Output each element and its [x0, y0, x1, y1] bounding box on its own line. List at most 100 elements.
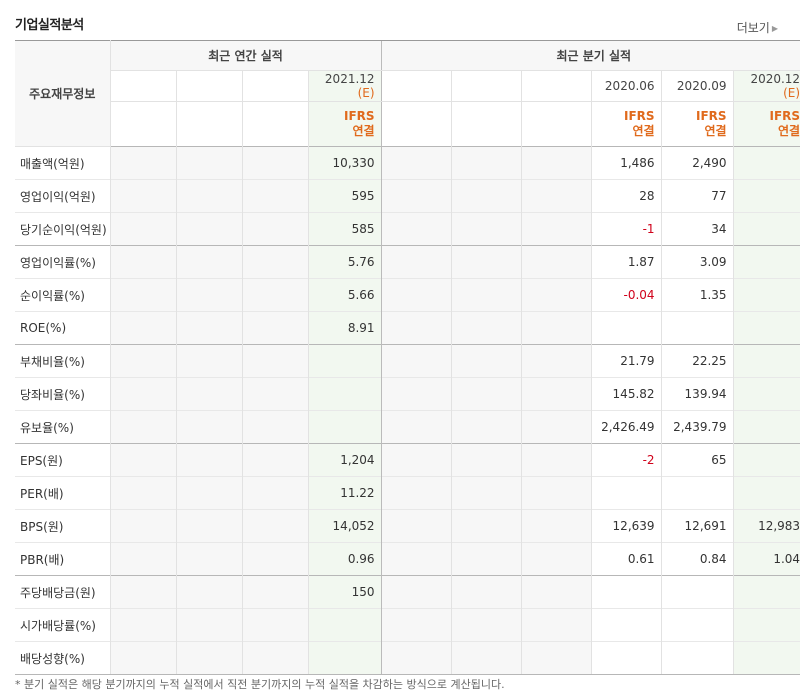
quarter-value-cell: 145.82 [590, 377, 662, 411]
table-row: BPS(원) 14,052 12,639 12,691 12,983 [15, 509, 800, 543]
annual-value-cell [110, 575, 176, 609]
quarter-value-cell [732, 344, 800, 378]
quarter-value-cell: 12,691 [660, 509, 734, 543]
quarter-value-cell [732, 575, 800, 609]
quarter-value-cell [380, 344, 452, 378]
quarter-value-cell [732, 410, 800, 444]
annual-value-cell [175, 311, 242, 345]
quarter-value-cell [450, 410, 522, 444]
quarter-header: 최근 분기 실적 [380, 40, 800, 71]
quarter-value-cell: 1.35 [660, 278, 734, 312]
annual-value-cell [241, 245, 308, 279]
quarter-standard-header: IFRS 연결 [660, 101, 734, 147]
annual-value-cell [175, 476, 242, 510]
annual-value-cell [241, 179, 308, 213]
table-body: 매출액(억원) 10,330 1,486 2,490 영업이익(억원) 595 28 77 당기… [15, 146, 800, 675]
quarter-value-cell [732, 212, 800, 246]
table-row: 매출액(억원) 10,330 1,486 2,490 [15, 146, 800, 180]
quarter-period-header: 2020.09 [660, 70, 734, 102]
annual-value-cell [175, 608, 242, 642]
annual-value-cell [110, 377, 176, 411]
quarter-value-cell [732, 179, 800, 213]
quarter-value-cell: 12,639 [590, 509, 662, 543]
annual-value-cell [307, 377, 382, 411]
annual-header: 최근 연간 실적 [110, 40, 382, 71]
annual-standard-header [241, 101, 308, 147]
annual-value-cell [110, 245, 176, 279]
annual-value-cell [241, 410, 308, 444]
quarter-value-cell: 21.79 [590, 344, 662, 378]
quarter-value-cell [380, 278, 452, 312]
quarter-value-cell [590, 575, 662, 609]
quarter-value-cell [732, 641, 800, 675]
annual-value-cell [241, 509, 308, 543]
table-row: 순이익률(%) 5.66 -0.04 1.35 [15, 278, 800, 312]
annual-value-cell [241, 146, 308, 180]
annual-value-cell [175, 278, 242, 312]
quarter-value-cell [450, 509, 522, 543]
table-row: 영업이익률(%) 5.76 1.87 3.09 [15, 245, 800, 279]
quarter-standard-header [450, 101, 522, 147]
quarter-value-cell [380, 410, 452, 444]
table-row: ROE(%) 8.91 [15, 311, 800, 345]
more-link[interactable]: 더보기 ▶ [737, 19, 778, 36]
estimate-mark: (E) [783, 86, 800, 100]
quarter-value-cell [380, 245, 452, 279]
quarter-value-cell [732, 377, 800, 411]
annual-standard-header [175, 101, 242, 147]
quarter-value-cell: 65 [660, 443, 734, 477]
quarter-value-cell: 2,426.49 [590, 410, 662, 444]
annual-value-cell [241, 278, 308, 312]
annual-period-header [175, 70, 242, 102]
quarter-value-cell [380, 377, 452, 411]
consolidation-type: 연결 [352, 124, 375, 138]
quarter-value-cell [520, 443, 592, 477]
annual-value-cell [307, 410, 382, 444]
quarter-value-cell [520, 410, 592, 444]
annual-value-cell: 150 [307, 575, 382, 609]
annual-value-cell [110, 278, 176, 312]
quarter-value-cell [660, 608, 734, 642]
quarter-value-cell [732, 146, 800, 180]
quarter-value-cell [380, 542, 452, 576]
quarter-value-cell [660, 575, 734, 609]
quarter-value-cell [520, 542, 592, 576]
annual-value-cell: 0.96 [307, 542, 382, 576]
quarter-value-cell [660, 311, 734, 345]
annual-value-cell [241, 542, 308, 576]
table-row: PER(배) 11.22 [15, 476, 800, 510]
table-row: EPS(원) 1,204 -2 65 [15, 443, 800, 477]
annual-value-cell [110, 443, 176, 477]
annual-value-cell: 14,052 [307, 509, 382, 543]
annual-value-cell [241, 608, 308, 642]
quarter-value-cell [732, 476, 800, 510]
consolidation-type: 연결 [704, 124, 727, 138]
annual-value-cell [175, 443, 242, 477]
quarter-standard-header: IFRS 연결 [732, 101, 800, 147]
annual-value-cell [307, 608, 382, 642]
accounting-standard: IFRS [344, 109, 375, 123]
annual-value-cell [110, 608, 176, 642]
quarter-value-cell [732, 608, 800, 642]
quarter-value-cell: -2 [590, 443, 662, 477]
annual-value-cell [241, 212, 308, 246]
annual-value-cell: 5.66 [307, 278, 382, 312]
quarter-value-cell [450, 641, 522, 675]
chevron-right-icon: ▶ [771, 24, 778, 33]
quarter-value-cell [590, 476, 662, 510]
accounting-standard: IFRS [696, 109, 727, 123]
quarter-value-cell [590, 608, 662, 642]
annual-value-cell [175, 212, 242, 246]
quarter-value-cell: 12,983 [732, 509, 800, 543]
quarter-period-header: 2020.12 (E) [732, 70, 800, 102]
annual-value-cell [175, 641, 242, 675]
row-label: 당좌비율(%) [15, 377, 111, 411]
annual-value-cell [241, 311, 308, 345]
annual-value-cell [110, 542, 176, 576]
quarter-value-cell [380, 608, 452, 642]
annual-value-cell: 11.22 [307, 476, 382, 510]
quarter-value-cell [380, 575, 452, 609]
table-row: 주당배당금(원) 150 [15, 575, 800, 609]
more-label: 더보기 [736, 21, 770, 35]
quarter-value-cell [450, 608, 522, 642]
